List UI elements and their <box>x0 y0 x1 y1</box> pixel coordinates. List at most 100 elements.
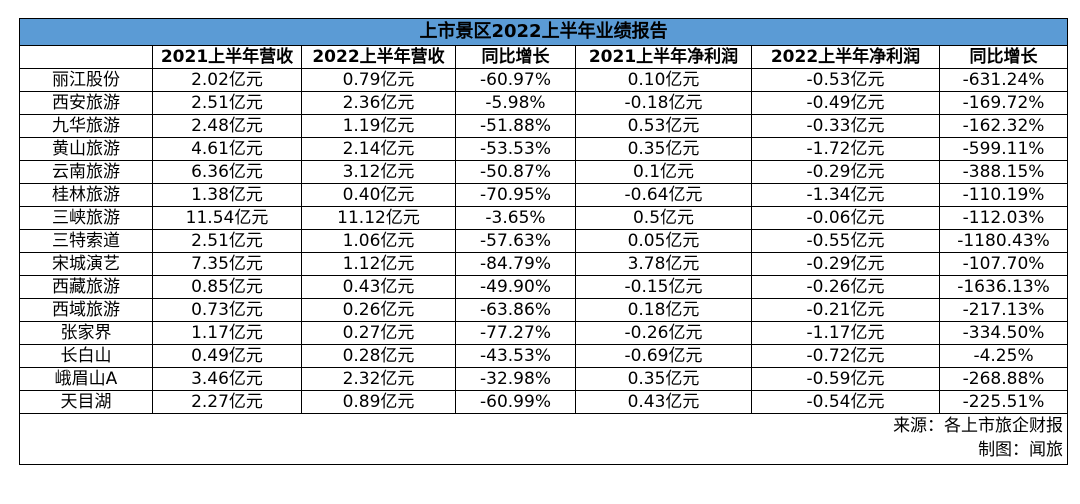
profit-2021-cell: 0.43亿元 <box>575 390 752 414</box>
profit-yoy-cell: -631.24% <box>938 68 1069 92</box>
profit-yoy-cell: -169.72% <box>938 91 1069 115</box>
revenue-2022-cell: 2.14亿元 <box>301 137 456 161</box>
profit-2021-cell: 0.10亿元 <box>575 68 752 92</box>
profit-2021-cell: 0.18亿元 <box>575 298 752 322</box>
profit-2022-cell: -0.29亿元 <box>751 252 940 276</box>
profit-2021-cell: 0.05亿元 <box>575 229 752 253</box>
profit-2022-cell: -0.33亿元 <box>751 114 940 138</box>
profit-yoy-cell: -268.88% <box>938 367 1069 391</box>
header-revenue-2022: 2022上半年营收 <box>301 45 456 69</box>
revenue-2022-cell: 1.06亿元 <box>301 229 456 253</box>
revenue-2022-cell: 0.43亿元 <box>301 275 456 299</box>
revenue-yoy-cell: -57.63% <box>455 229 576 253</box>
revenue-2022-cell: 0.89亿元 <box>301 390 456 414</box>
revenue-2022-cell: 0.79亿元 <box>301 68 456 92</box>
profit-2021-cell: -0.64亿元 <box>575 183 752 207</box>
revenue-2021-cell: 2.02亿元 <box>152 68 302 92</box>
revenue-yoy-cell: -63.86% <box>455 298 576 322</box>
revenue-yoy-cell: -51.88% <box>455 114 576 138</box>
revenue-2021-cell: 4.61亿元 <box>152 137 302 161</box>
revenue-2022-cell: 1.12亿元 <box>301 252 456 276</box>
revenue-yoy-cell: -60.97% <box>455 68 576 92</box>
profit-2022-cell: -0.54亿元 <box>751 390 940 414</box>
table-row: 西安旅游 2.51亿元 2.36亿元 -5.98% -0.18亿元 -0.49亿元 -169… <box>19 91 1069 115</box>
revenue-2022-cell: 0.28亿元 <box>301 344 456 368</box>
revenue-2021-cell: 1.17亿元 <box>152 321 302 345</box>
header-company <box>19 45 153 69</box>
company-name-cell: 九华旅游 <box>19 114 153 138</box>
revenue-yoy-cell: -49.90% <box>455 275 576 299</box>
profit-2022-cell: -1.72亿元 <box>751 137 940 161</box>
profit-2022-cell: -0.29亿元 <box>751 160 940 184</box>
profit-yoy-cell: -599.11% <box>938 137 1069 161</box>
revenue-yoy-cell: -5.98% <box>455 91 576 115</box>
company-name-cell: 桂林旅游 <box>19 183 153 207</box>
revenue-2021-cell: 3.46亿元 <box>152 367 302 391</box>
header-profit-2022: 2022上半年净利润 <box>751 45 940 69</box>
revenue-yoy-cell: -84.79% <box>455 252 576 276</box>
footer-cell: 来源：各上市旅企财报制图：闻旅 <box>18 413 1069 465</box>
revenue-2021-cell: 7.35亿元 <box>152 252 302 276</box>
footer-row: 来源：各上市旅企财报制图：闻旅 <box>18 413 1069 465</box>
revenue-2022-cell: 1.19亿元 <box>301 114 456 138</box>
company-name-cell: 三特索道 <box>19 229 153 253</box>
revenue-2022-cell: 0.40亿元 <box>301 183 456 207</box>
revenue-2021-cell: 2.51亿元 <box>152 91 302 115</box>
table-row: 三峡旅游 11.54亿元 11.12亿元 -3.65% 0.5亿元 -0.06亿元 -112… <box>19 206 1069 230</box>
table-row: 桂林旅游 1.38亿元 0.40亿元 -70.95% -0.64亿元 -1.34亿元 -11… <box>19 183 1069 207</box>
company-name-cell: 峨眉山A <box>19 367 153 391</box>
credit-note: 制图：闻旅 <box>978 440 1064 460</box>
table-row: 天目湖 2.27亿元 0.89亿元 -60.99% 0.43亿元 -0.54亿元 -225.… <box>19 390 1069 414</box>
table-row: 三特索道 2.51亿元 1.06亿元 -57.63% 0.05亿元 -0.55亿元 -118… <box>19 229 1069 253</box>
revenue-yoy-cell: -60.99% <box>455 390 576 414</box>
revenue-2021-cell: 2.27亿元 <box>152 390 302 414</box>
table-row: 九华旅游 2.48亿元 1.19亿元 -51.88% 0.53亿元 -0.33亿元 -162… <box>19 114 1069 138</box>
revenue-2022-cell: 3.12亿元 <box>301 160 456 184</box>
revenue-2021-cell: 0.73亿元 <box>152 298 302 322</box>
header-row: 2021上半年营收 2022上半年营收 同比增长 2021上半年净利润 2022… <box>19 45 1069 69</box>
profit-2022-cell: -0.21亿元 <box>751 298 940 322</box>
table-row: 宋城演艺 7.35亿元 1.12亿元 -84.79% 3.78亿元 -0.29亿元 -107… <box>19 252 1069 276</box>
profit-2021-cell: -0.26亿元 <box>575 321 752 345</box>
profit-2021-cell: 0.5亿元 <box>575 206 752 230</box>
revenue-2021-cell: 0.85亿元 <box>152 275 302 299</box>
company-name-cell: 三峡旅游 <box>19 206 153 230</box>
table-row: 西藏旅游 0.85亿元 0.43亿元 -49.90% -0.15亿元 -0.26亿元 -16… <box>19 275 1069 299</box>
title-row: 上市景区2022上半年业绩报告 <box>18 18 1069 46</box>
profit-2021-cell: 0.1亿元 <box>575 160 752 184</box>
profit-2021-cell: 0.35亿元 <box>575 367 752 391</box>
profit-yoy-cell: -1180.43% <box>938 229 1069 253</box>
profit-2021-cell: 0.53亿元 <box>575 114 752 138</box>
revenue-2021-cell: 2.51亿元 <box>152 229 302 253</box>
report-sheet: 上市景区2022上半年业绩报告 2021上半年营收 2022上半年营收 同比增长… <box>18 18 1069 496</box>
profit-2022-cell: -0.55亿元 <box>751 229 940 253</box>
company-name-cell: 长白山 <box>19 344 153 368</box>
revenue-yoy-cell: -53.53% <box>455 137 576 161</box>
company-name-cell: 西安旅游 <box>19 91 153 115</box>
table-row: 丽江股份 2.02亿元 0.79亿元 -60.97% 0.10亿元 -0.53亿元 -631… <box>19 68 1069 92</box>
table-row: 长白山 0.49亿元 0.28亿元 -43.53% -0.69亿元 -0.72亿元 -4.2… <box>19 344 1069 368</box>
profit-2021-cell: 0.35亿元 <box>575 137 752 161</box>
profit-yoy-cell: -388.15% <box>938 160 1069 184</box>
profit-yoy-cell: -1636.13% <box>938 275 1069 299</box>
profit-2022-cell: -0.59亿元 <box>751 367 940 391</box>
revenue-2021-cell: 2.48亿元 <box>152 114 302 138</box>
table-row: 张家界 1.17亿元 0.27亿元 -77.27% -0.26亿元 -1.17亿元 -334… <box>19 321 1069 345</box>
profit-2021-cell: 3.78亿元 <box>575 252 752 276</box>
company-name-cell: 天目湖 <box>19 390 153 414</box>
revenue-2022-cell: 2.36亿元 <box>301 91 456 115</box>
revenue-2021-cell: 0.49亿元 <box>152 344 302 368</box>
table-row: 峨眉山A 3.46亿元 2.32亿元 -32.98% 0.35亿元 -0.59亿元 -268… <box>19 367 1069 391</box>
company-name-cell: 西藏旅游 <box>19 275 153 299</box>
profit-yoy-cell: -217.13% <box>938 298 1069 322</box>
revenue-2022-cell: 0.26亿元 <box>301 298 456 322</box>
revenue-yoy-cell: -70.95% <box>455 183 576 207</box>
table-title: 上市景区2022上半年业绩报告 <box>18 18 1069 46</box>
revenue-yoy-cell: -3.65% <box>455 206 576 230</box>
revenue-2022-cell: 2.32亿元 <box>301 367 456 391</box>
revenue-2022-cell: 0.27亿元 <box>301 321 456 345</box>
table-row: 黄山旅游 4.61亿元 2.14亿元 -53.53% 0.35亿元 -1.72亿元 -599… <box>19 137 1069 161</box>
source-note: 来源：各上市旅企财报 <box>893 416 1064 436</box>
company-name-cell: 宋城演艺 <box>19 252 153 276</box>
revenue-2021-cell: 1.38亿元 <box>152 183 302 207</box>
